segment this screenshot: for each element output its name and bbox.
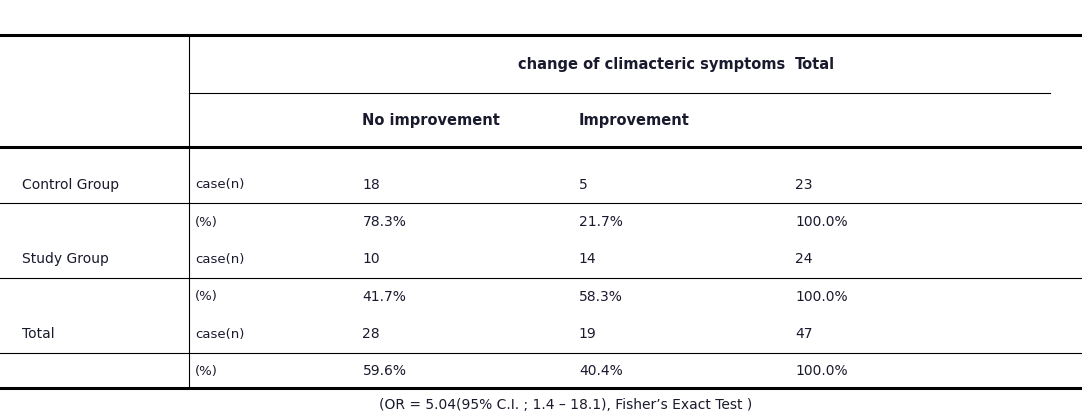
Text: 78.3%: 78.3% [362, 215, 407, 229]
Text: 41.7%: 41.7% [362, 290, 407, 304]
Text: change of climacteric symptoms: change of climacteric symptoms [518, 57, 786, 72]
Text: 19: 19 [579, 327, 596, 341]
Text: 24: 24 [795, 252, 813, 266]
Text: Control Group: Control Group [22, 178, 119, 192]
Text: 100.0%: 100.0% [795, 364, 848, 378]
Text: Study Group: Study Group [22, 252, 108, 266]
Text: 14: 14 [579, 252, 596, 266]
Text: case(n): case(n) [195, 178, 245, 191]
Text: No improvement: No improvement [362, 113, 500, 128]
Text: case(n): case(n) [195, 327, 245, 341]
Text: 18: 18 [362, 178, 380, 192]
Text: 47: 47 [795, 327, 813, 341]
Text: 40.4%: 40.4% [579, 364, 622, 378]
Text: case(n): case(n) [195, 253, 245, 266]
Text: Total: Total [22, 327, 54, 341]
Text: Total: Total [795, 57, 835, 72]
Text: (%): (%) [195, 365, 217, 378]
Text: 28: 28 [362, 327, 380, 341]
Text: 59.6%: 59.6% [362, 364, 407, 378]
Text: 10: 10 [362, 252, 380, 266]
Text: (%): (%) [195, 215, 217, 229]
Text: 100.0%: 100.0% [795, 290, 848, 304]
Text: (%): (%) [195, 290, 217, 303]
Text: 58.3%: 58.3% [579, 290, 623, 304]
Text: 23: 23 [795, 178, 813, 192]
Text: 100.0%: 100.0% [795, 215, 848, 229]
Text: 5: 5 [579, 178, 588, 192]
Text: Improvement: Improvement [579, 113, 689, 128]
Text: 21.7%: 21.7% [579, 215, 623, 229]
Text: (OR = 5.04(95% C.I. ; 1.4 – 18.1), Fisher’s Exact Test ): (OR = 5.04(95% C.I. ; 1.4 – 18.1), Fishe… [379, 398, 752, 412]
